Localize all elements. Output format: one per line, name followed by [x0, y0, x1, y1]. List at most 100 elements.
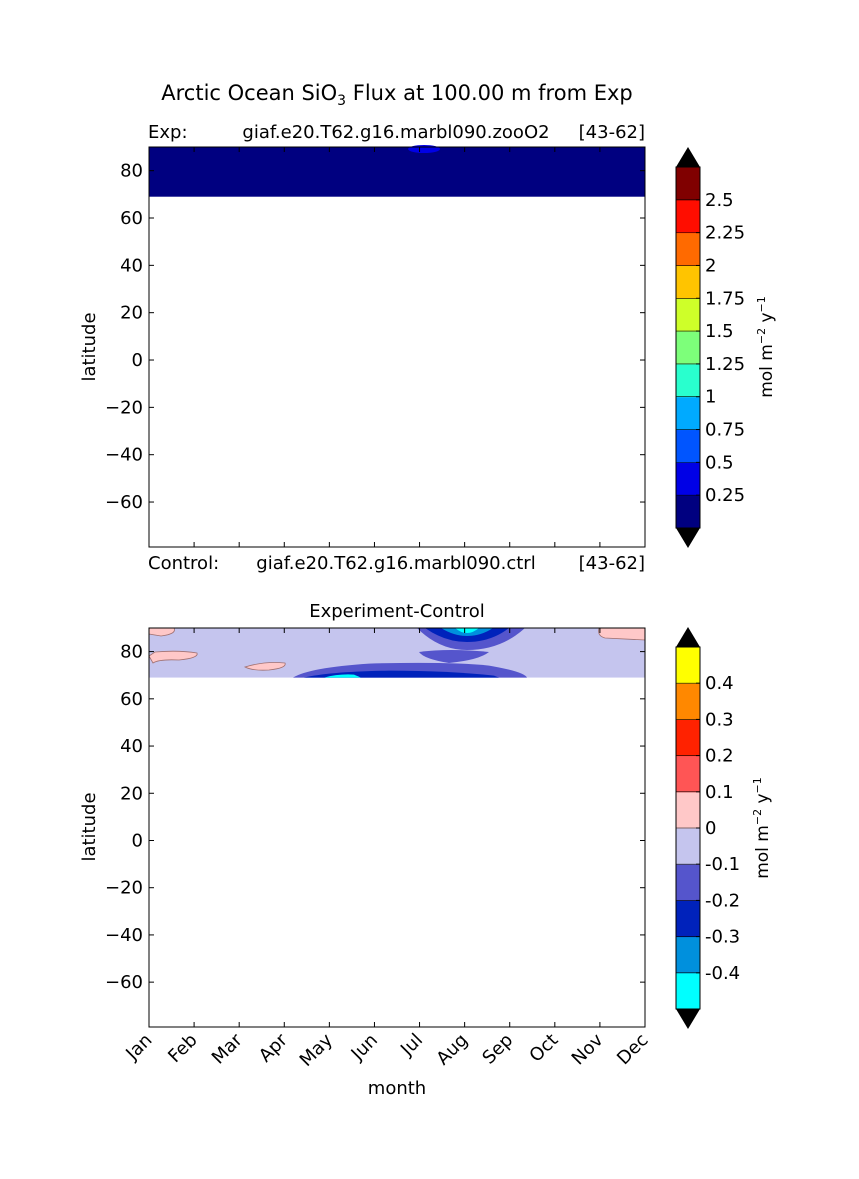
- exp-colorbar-label: mol m−2 y−1: [755, 296, 777, 398]
- exp-plot-frame: [148, 146, 646, 548]
- diff-xtick-label: Feb: [164, 1030, 201, 1067]
- control-name: giaf.e20.T62.g16.marbl090.ctrl: [256, 553, 535, 574]
- exp-field-blob: [408, 145, 441, 153]
- diff-field-positive-patch: [243, 662, 286, 671]
- exp-colorbar-swatch: [676, 396, 700, 431]
- diff-plot-frame: [148, 627, 646, 1028]
- diff-xtick-label: Nov: [568, 1029, 608, 1069]
- exp-ytick-label: 20: [120, 303, 143, 324]
- diff-colorbar-tick-label: 0.3: [705, 709, 734, 730]
- diff-field-positive-patch: [148, 650, 198, 664]
- diff-xtick-label: Dec: [613, 1030, 652, 1069]
- exp-colorbar-tick-label: 2.25: [705, 223, 745, 244]
- exp-ytick-label: 0: [132, 350, 143, 371]
- exp-colorbar-tick-label: 0.5: [705, 452, 734, 473]
- diff-ytick-label: 40: [120, 736, 143, 757]
- exp-ytick-label: 80: [120, 161, 143, 182]
- diff-colorbar-swatch: [676, 936, 700, 974]
- diff-xlabel: month: [368, 1078, 426, 1099]
- exp-colorbar-swatch: [676, 199, 700, 234]
- diff-colorbar: -0.4 -0.3 -0.2 -0.1 0 0.1 0.2 0.3 0.4: [675, 627, 740, 1029]
- exp-field-band: [149, 147, 645, 197]
- exp-colorbar-swatch: [676, 232, 700, 266]
- diff-field-negative-core: [455, 628, 479, 633]
- exp-ytick-label: −60: [105, 492, 143, 513]
- diff-colorbar-tick-label: -0.2: [705, 890, 740, 911]
- diff-colorbar-tick-label: 0.4: [705, 673, 734, 694]
- diff-colorbar-tick-label: -0.1: [705, 854, 740, 875]
- control-label: Control:: [148, 553, 219, 574]
- diff-colorbar-tick-label: -0.3: [705, 927, 740, 948]
- diff-xtick-label: Jan: [121, 1030, 156, 1065]
- diff-ytick-label: 80: [120, 642, 143, 663]
- exp-colorbar-tick-label: 1.75: [705, 288, 745, 309]
- diff-colorbar-swatch: [676, 791, 700, 829]
- diff-colorbar-swatch: [676, 972, 700, 1010]
- diff-contour-plot: 80 60 40 20 0 −20 −40 −60 Jan Feb Mar Apr May Jun Jul A…: [105, 627, 653, 1071]
- diff-colorbar-tick-label: 0.1: [705, 782, 734, 803]
- diff-ylabel: latitude: [79, 792, 100, 861]
- exp-ytick-label: 60: [120, 208, 143, 229]
- diff-xtick-label: May: [296, 1029, 337, 1070]
- diff-colorbar-swatch: [676, 647, 700, 684]
- diff-field-negative-core: [324, 674, 361, 678]
- diff-xtick-label: Aug: [432, 1030, 472, 1070]
- diff-colorbar-extend-min: [676, 1009, 700, 1029]
- diff-colorbar-label: mol m−2 y−1: [751, 777, 773, 879]
- exp-colorbar-tick-label: 1: [705, 387, 716, 408]
- exp-colorbar-extend-max: [676, 147, 700, 167]
- exp-colorbar-swatch: [676, 462, 700, 496]
- diff-xtick-label: Jul: [396, 1030, 427, 1061]
- diff-colorbar-extend-max: [676, 627, 700, 647]
- exp-ytick-label: −40: [105, 445, 143, 466]
- diff-colorbar-tick-label: 0.2: [705, 746, 734, 767]
- diff-title: Experiment-Control: [309, 601, 485, 622]
- exp-colorbar-tick-label: 0.75: [705, 420, 745, 441]
- exp-colorbar-swatch: [676, 363, 700, 398]
- diff-ytick-label: 60: [120, 689, 143, 710]
- exp-colorbar-tick-label: 1.25: [705, 354, 745, 375]
- diff-ytick-label: 0: [132, 830, 143, 851]
- diff-colorbar-swatch: [676, 719, 700, 757]
- diff-xtick-label: Mar: [208, 1029, 247, 1068]
- exp-colorbar-frame: [675, 166, 701, 529]
- diff-ytick-label: −60: [105, 972, 143, 993]
- exp-contour-plot: 80 60 40 20 0 −20 −40 −60: [105, 145, 646, 548]
- figure-title: Arctic Ocean SiO3 Flux at 100.00 m from …: [161, 81, 632, 109]
- exp-ylabel: latitude: [79, 312, 100, 381]
- diff-colorbar-tick-label: 0: [705, 818, 716, 839]
- diff-colorbar-tick-label: -0.4: [705, 963, 740, 984]
- exp-colorbar-tick-label: 1.5: [705, 321, 734, 342]
- exp-ytick-label: −20: [105, 397, 143, 418]
- diff-colorbar-swatch: [676, 900, 700, 938]
- exp-colorbar-swatch: [676, 331, 700, 365]
- exp-colorbar-tick-label: 0.25: [705, 485, 745, 506]
- diff-xtick-label: Apr: [255, 1029, 292, 1066]
- diff-xtick-label: Oct: [525, 1030, 562, 1067]
- exp-colorbar-swatch: [676, 167, 700, 201]
- exp-colorbar-swatch: [676, 495, 700, 529]
- exp-colorbar-tick-label: 2: [705, 255, 716, 276]
- diff-ytick-label: −20: [105, 878, 143, 899]
- diff-colorbar-swatch: [676, 828, 700, 865]
- exp-colorbar-swatch: [676, 265, 700, 299]
- exp-years: [43-62]: [579, 122, 645, 143]
- exp-name: giaf.e20.T62.g16.marbl090.zooO2: [242, 122, 549, 143]
- exp-label: Exp:: [148, 122, 188, 143]
- control-years: [43-62]: [579, 553, 645, 574]
- diff-field-positive-patch: [598, 627, 646, 641]
- exp-colorbar-swatch: [676, 429, 700, 463]
- exp-colorbar-swatch: [676, 298, 700, 332]
- exp-colorbar-extend-min: [676, 528, 700, 548]
- diff-colorbar-swatch: [676, 755, 700, 793]
- diff-xtick-label: Jun: [347, 1030, 382, 1065]
- diff-xtick-label: Sep: [478, 1030, 517, 1069]
- diff-ytick-label: 20: [120, 783, 143, 804]
- exp-colorbar-tick-label: 2.5: [705, 190, 734, 211]
- exp-colorbar: 0.25 0.5 0.75 1 1.25 1.5 1.75 2 2.25 2.5: [675, 147, 745, 548]
- diff-ytick-label: −40: [105, 925, 143, 946]
- exp-ytick-label: 40: [120, 255, 143, 276]
- diff-field-negative-band: [419, 650, 489, 663]
- diff-colorbar-swatch: [676, 683, 700, 720]
